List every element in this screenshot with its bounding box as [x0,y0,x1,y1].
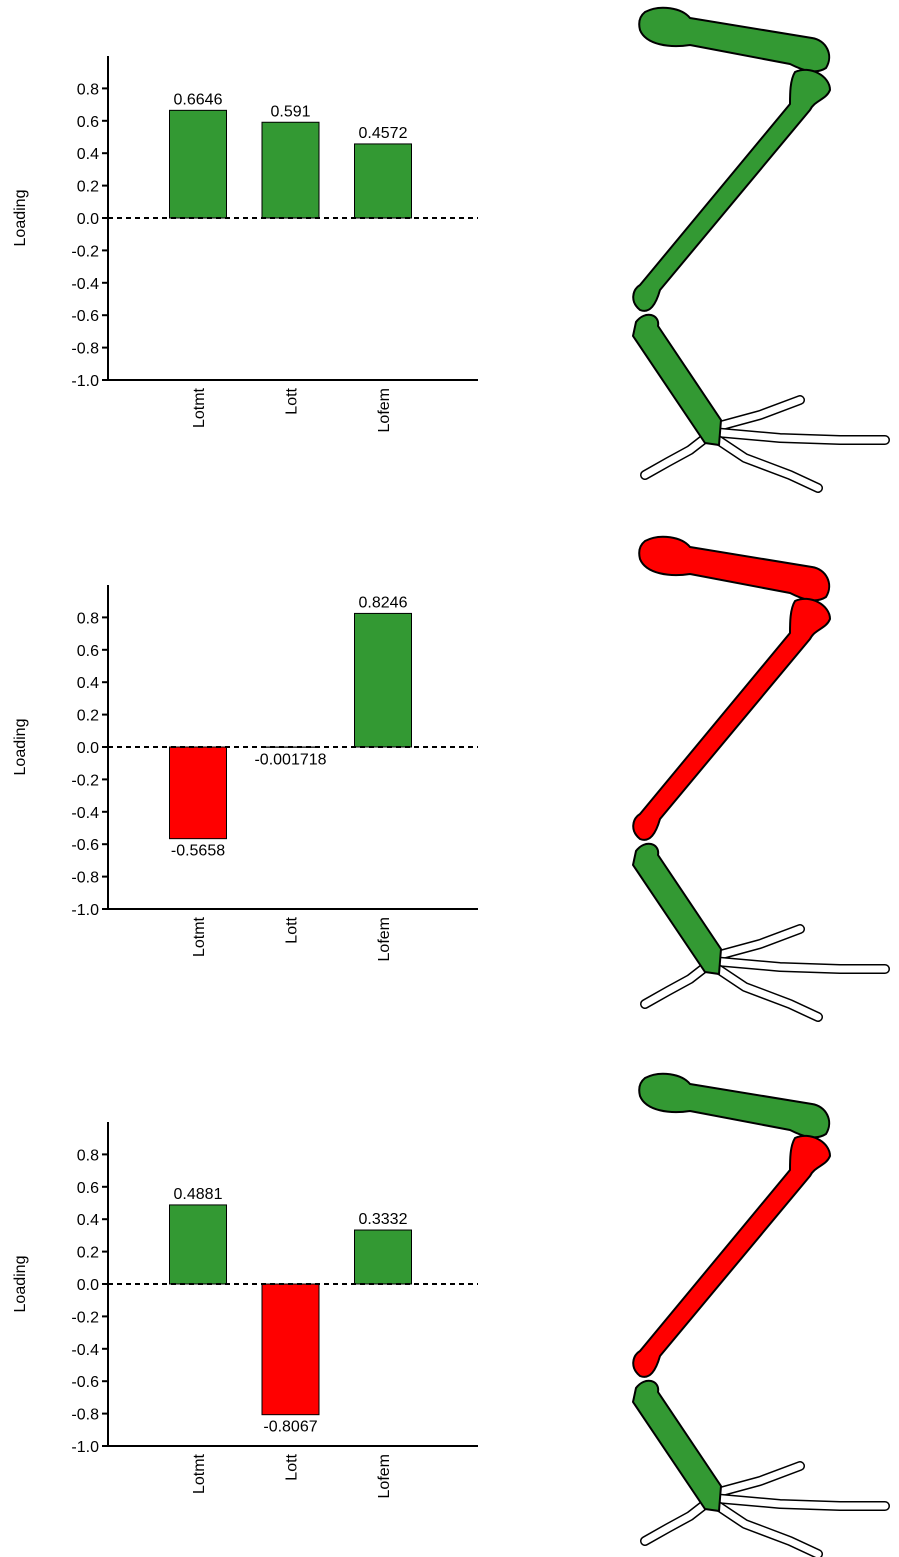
y-tick-label: 0.4 [77,675,99,692]
x-tick-label: Lotmt [191,1453,208,1494]
value-label: -0.5658 [171,843,225,860]
x-tick-label: Lott [284,916,301,943]
y-tick-label: 0.0 [77,1277,99,1294]
y-tick-label: 0.2 [77,708,99,725]
y-tick-label: 0.6 [77,114,99,131]
value-label: 0.591 [270,103,310,120]
y-tick-label: 0.4 [77,1212,99,1229]
y-tick-label: -0.6 [71,308,99,325]
y-tick-label: 0.4 [77,146,99,163]
y-tick-label: -0.4 [71,276,99,293]
x-tick-label: Lofem [376,917,393,961]
y-tick-label: -0.8 [71,870,99,887]
y-tick-label: 0.2 [77,1245,99,1262]
bar [354,1229,412,1285]
y-tick-label: -0.2 [71,1309,99,1326]
bar [169,109,227,219]
bar-chart: Loading -1.0 -0.8 -0.6 -0.4 -0.2 0.0 0.2 0.4 0.6 0… [12,56,478,432]
bar [354,143,412,219]
bar [169,746,227,840]
bar-chart: Loading -1.0 -0.8 -0.6 -0.4 -0.2 0.0 0.2 0.4 0.6 0… [12,1122,478,1498]
y-tick-label: 0.8 [77,81,99,98]
x-tick-label: Lott [284,1453,301,1480]
y-tick-label: -1.0 [71,1439,99,1456]
bar [169,1204,227,1285]
y-tick-label: -0.2 [71,772,99,789]
y-tick-label: -0.8 [71,1407,99,1424]
y-tick-label: -0.2 [71,243,99,260]
bar [354,612,412,748]
leg-illustration [633,537,885,1017]
leg-illustration [633,1074,885,1554]
y-tick-label: 0.0 [77,211,99,228]
y-tick-label: 0.0 [77,740,99,757]
y-tick-label: -0.4 [71,805,99,822]
x-tick-label: Lotmt [191,916,208,957]
bar [261,1283,320,1416]
y-tick-label: 0.6 [77,1180,99,1197]
x-tick-label: Lotmt [191,387,208,428]
value-label: 0.8246 [359,594,408,611]
y-axis-title: Loading [12,1256,29,1313]
y-tick-label: 0.6 [77,643,99,660]
bar-chart: Loading -1.0 -0.8 -0.6 -0.4 -0.2 0.0 0.2 0.4 0.6 0… [12,585,478,961]
value-label: -0.8067 [263,1419,317,1436]
x-tick-label: Lott [284,387,301,414]
value-label: 0.4881 [174,1186,223,1203]
x-tick-label: Lofem [376,1454,393,1498]
y-tick-label: 0.8 [77,610,99,627]
leg-illustration [633,8,885,488]
y-tick-label: -1.0 [71,902,99,919]
bar [261,121,320,219]
y-tick-label: -0.8 [71,341,99,358]
y-axis-title: Loading [12,719,29,776]
x-tick-label: Lofem [376,388,393,432]
value-label: 0.4572 [359,125,408,142]
y-tick-label: -1.0 [71,373,99,390]
y-axis-title: Loading [12,190,29,247]
y-tick-label: -0.6 [71,1374,99,1391]
value-label: 0.3332 [359,1211,408,1228]
y-tick-label: 0.2 [77,179,99,196]
y-tick-label: 0.8 [77,1147,99,1164]
y-tick-label: -0.6 [71,837,99,854]
value-label: 0.6646 [174,91,223,108]
value-label: -0.001718 [254,751,326,768]
y-tick-label: -0.4 [71,1342,99,1359]
